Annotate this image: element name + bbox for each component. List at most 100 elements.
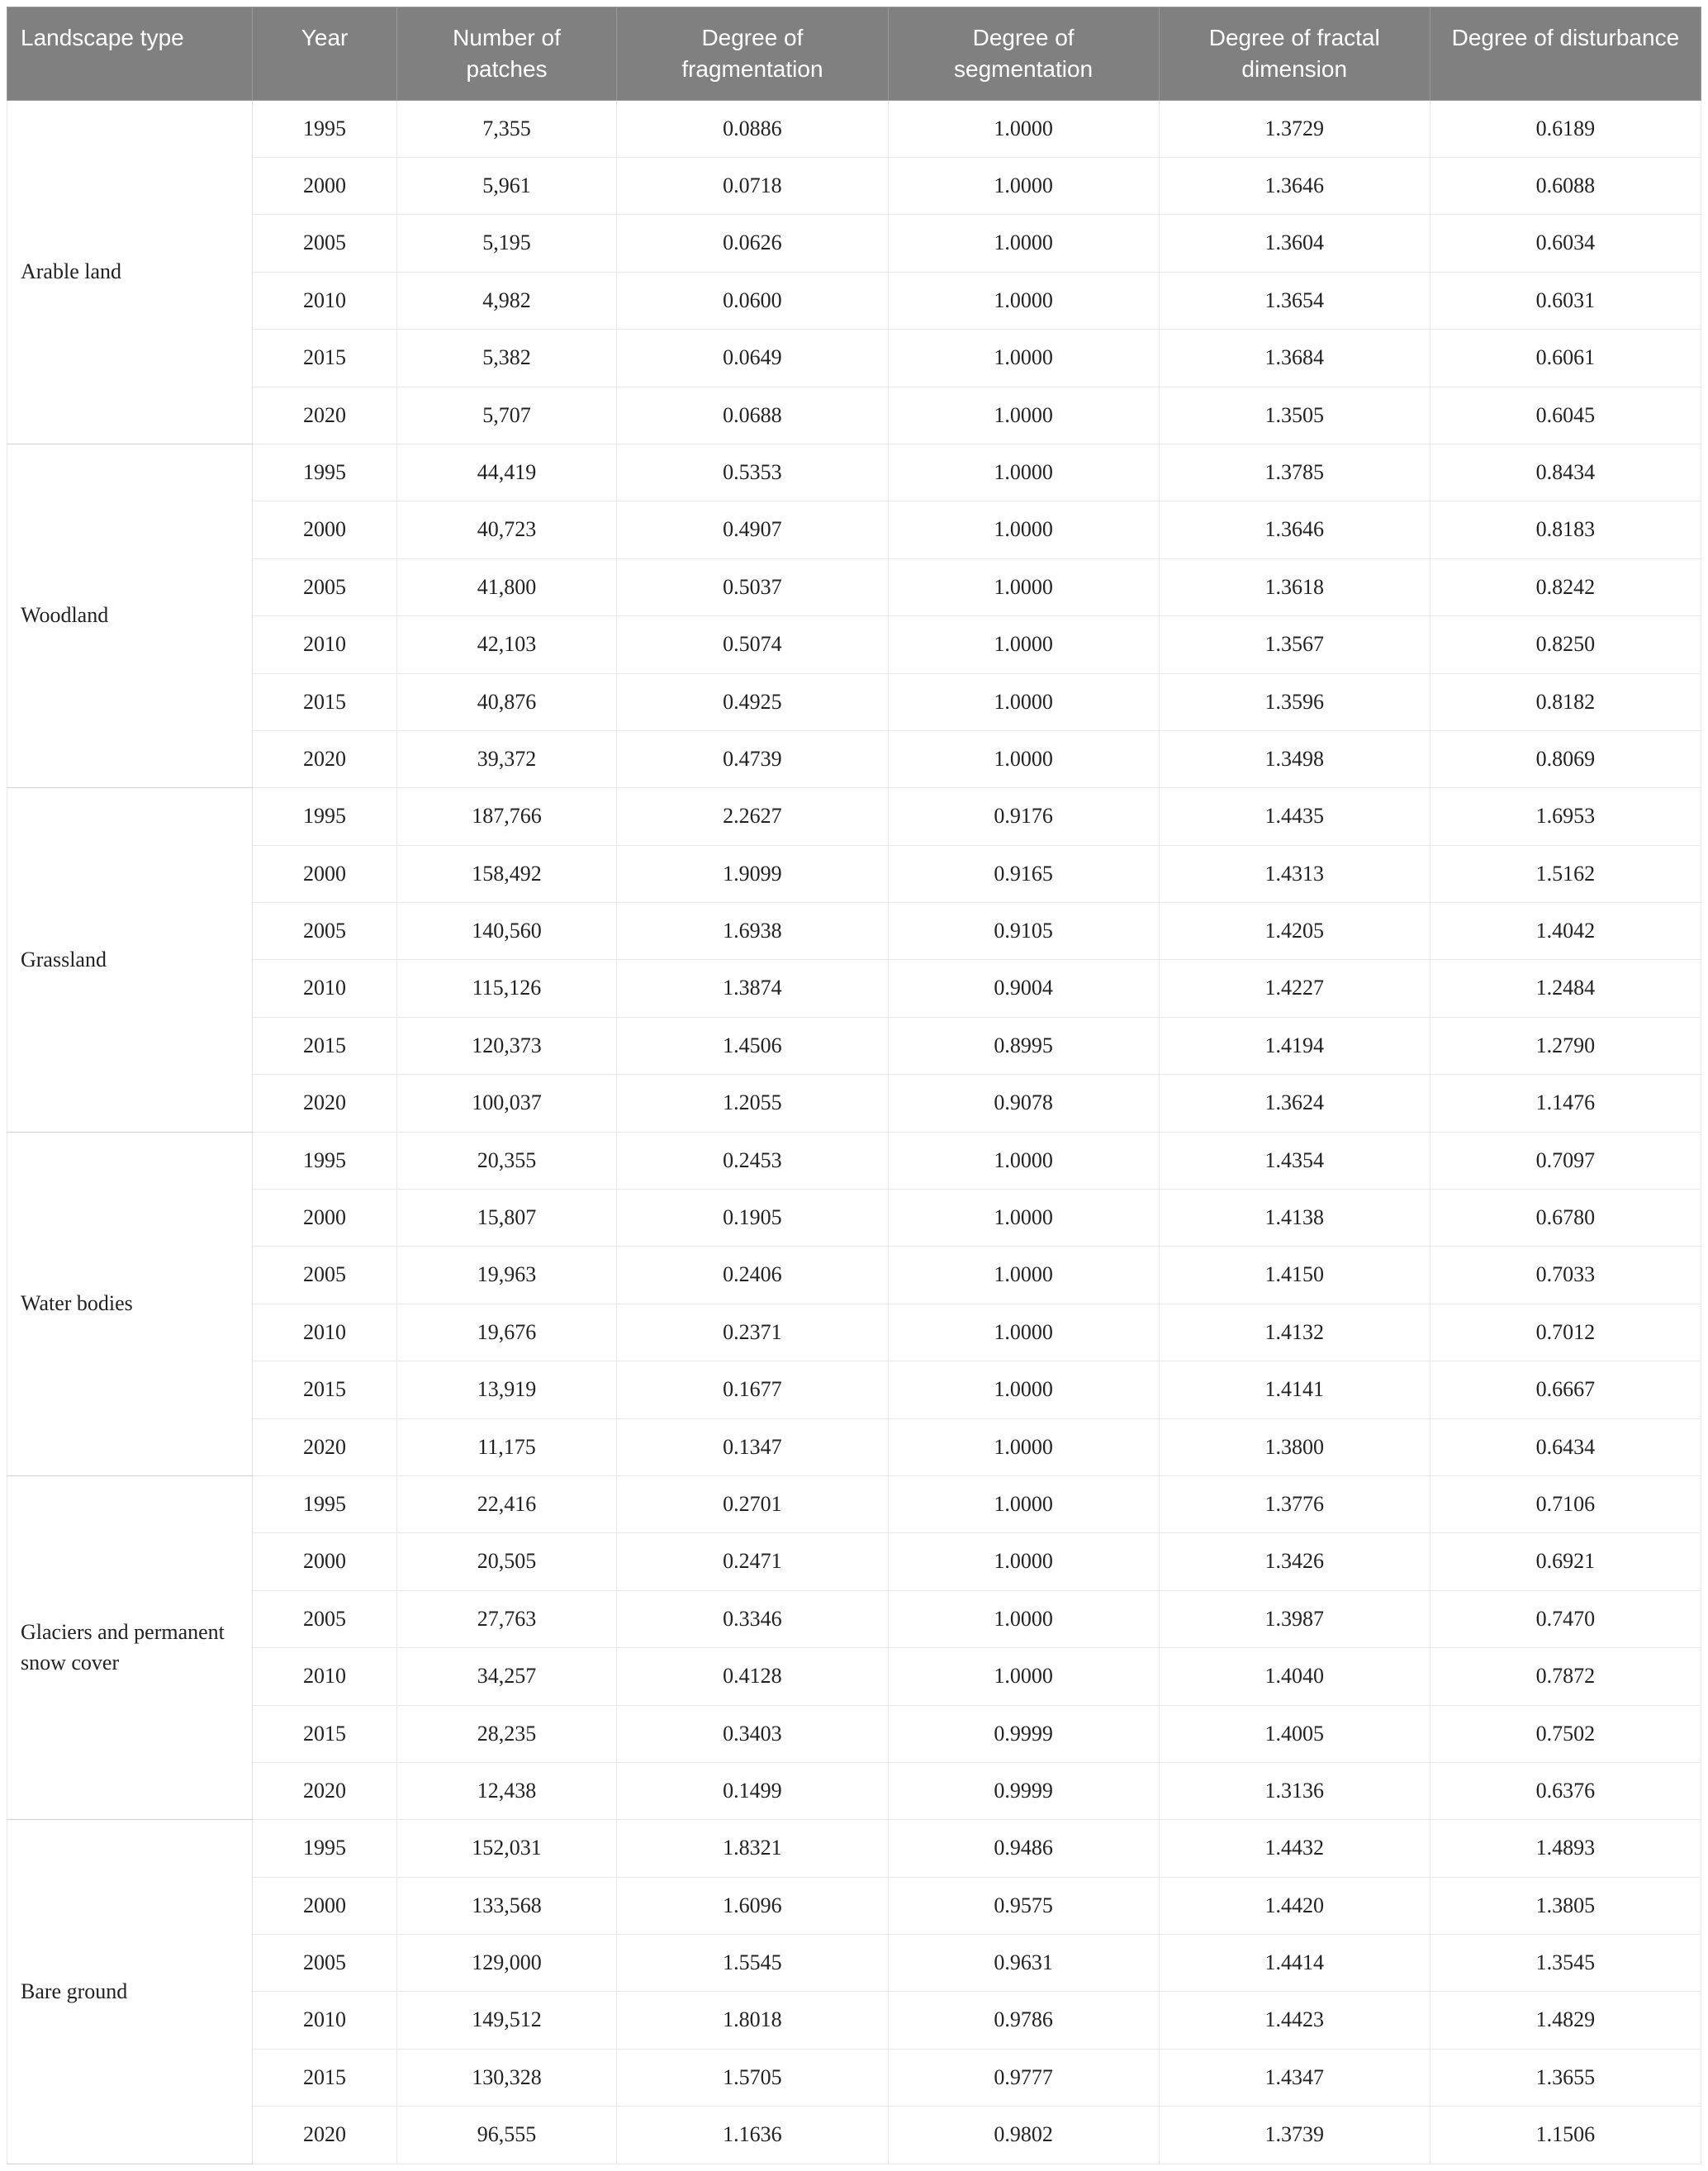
cell-year: 1995	[253, 1820, 396, 1877]
table-group: Bare ground1995152,0311.83210.94861.4432…	[7, 1820, 1701, 2164]
cell-year: 2015	[253, 673, 396, 730]
cell-seg: 0.9176	[888, 788, 1159, 845]
cell-year: 2020	[253, 730, 396, 787]
cell-patches: 13,919	[396, 1361, 617, 1418]
cell-patches: 39,372	[396, 730, 617, 787]
cell-seg: 0.9165	[888, 845, 1159, 902]
cell-frag: 0.1677	[617, 1361, 888, 1418]
cell-frag: 0.1347	[617, 1418, 888, 1475]
cell-year: 2005	[253, 215, 396, 272]
table-row: 2005140,5601.69380.91051.42051.4042	[7, 903, 1701, 960]
cell-patches: 34,257	[396, 1648, 617, 1705]
cell-seg: 0.9786	[888, 1992, 1159, 2049]
cell-year: 2010	[253, 1992, 396, 2049]
cell-patches: 5,961	[396, 157, 617, 214]
cell-seg: 0.9078	[888, 1075, 1159, 1132]
cell-frag: 0.5074	[617, 616, 888, 673]
cell-patches: 187,766	[396, 788, 617, 845]
table-row: 202039,3720.47391.00001.34980.8069	[7, 730, 1701, 787]
cell-frag: 1.5705	[617, 2049, 888, 2106]
cell-seg: 1.0000	[888, 501, 1159, 558]
cell-frag: 0.5037	[617, 558, 888, 615]
cell-fractal: 1.4347	[1159, 2049, 1430, 2106]
table-row: 201019,6760.23711.00001.41320.7012	[7, 1304, 1701, 1361]
cell-seg: 1.0000	[888, 444, 1159, 501]
cell-disturb: 1.2790	[1430, 1017, 1701, 1074]
cell-seg: 1.0000	[888, 387, 1159, 444]
cell-seg: 1.0000	[888, 1590, 1159, 1647]
cell-year: 2020	[253, 387, 396, 444]
cell-year: 2015	[253, 1705, 396, 1762]
cell-frag: 0.2453	[617, 1132, 888, 1189]
cell-year: 2005	[253, 1247, 396, 1304]
cell-seg: 1.0000	[888, 100, 1159, 157]
cell-seg: 1.0000	[888, 272, 1159, 329]
cell-disturb: 1.3655	[1430, 2049, 1701, 2106]
cell-disturb: 0.6034	[1430, 215, 1701, 272]
cell-year: 1995	[253, 100, 396, 157]
cell-fractal: 1.3785	[1159, 444, 1430, 501]
cell-seg: 1.0000	[888, 1475, 1159, 1532]
cell-disturb: 0.6045	[1430, 387, 1701, 444]
table-row: Glaciers and permanent snow cover199522,…	[7, 1475, 1701, 1532]
cell-patches: 20,505	[396, 1533, 617, 1590]
landscape-type-cell: Glaciers and permanent snow cover	[7, 1475, 253, 1819]
table-group: Woodland199544,4190.53531.00001.37850.84…	[7, 444, 1701, 787]
table-row: 2010149,5121.80180.97861.44231.4829	[7, 1992, 1701, 2049]
col-header-patches: Number of patches	[396, 7, 617, 101]
table-row: 2015120,3731.45060.89951.41941.2790	[7, 1017, 1701, 1074]
cell-patches: 11,175	[396, 1418, 617, 1475]
table-row: 202096,5551.16360.98021.37391.1506	[7, 2107, 1701, 2164]
cell-seg: 1.0000	[888, 1361, 1159, 1418]
cell-patches: 129,000	[396, 1935, 617, 1992]
cell-year: 2005	[253, 1590, 396, 1647]
cell-disturb: 0.6088	[1430, 157, 1701, 214]
table-row: 2010115,1261.38740.90041.42271.2484	[7, 960, 1701, 1017]
cell-frag: 1.9099	[617, 845, 888, 902]
cell-patches: 27,763	[396, 1590, 617, 1647]
cell-patches: 42,103	[396, 616, 617, 673]
cell-fractal: 1.3776	[1159, 1475, 1430, 1532]
cell-fractal: 1.4432	[1159, 1820, 1430, 1877]
cell-patches: 5,707	[396, 387, 617, 444]
cell-seg: 0.9999	[888, 1705, 1159, 1762]
table-row: 202011,1750.13471.00001.38000.6434	[7, 1418, 1701, 1475]
cell-fractal: 1.3654	[1159, 272, 1430, 329]
cell-seg: 0.9004	[888, 960, 1159, 1017]
cell-fractal: 1.3505	[1159, 387, 1430, 444]
cell-patches: 40,876	[396, 673, 617, 730]
cell-disturb: 0.8182	[1430, 673, 1701, 730]
cell-year: 2010	[253, 960, 396, 1017]
cell-fractal: 1.4435	[1159, 788, 1430, 845]
table-group: Grassland1995187,7662.26270.91761.44351.…	[7, 788, 1701, 1132]
table-row: 20005,9610.07181.00001.36460.6088	[7, 157, 1701, 214]
cell-frag: 0.0718	[617, 157, 888, 214]
cell-fractal: 1.3987	[1159, 1590, 1430, 1647]
cell-frag: 1.3874	[617, 960, 888, 1017]
cell-frag: 0.1905	[617, 1190, 888, 1247]
table-row: 2005129,0001.55450.96311.44141.3545	[7, 1935, 1701, 1992]
cell-disturb: 0.6780	[1430, 1190, 1701, 1247]
cell-disturb: 0.7106	[1430, 1475, 1701, 1532]
cell-fractal: 1.3618	[1159, 558, 1430, 615]
table-row: Woodland199544,4190.53531.00001.37850.84…	[7, 444, 1701, 501]
cell-disturb: 0.6434	[1430, 1418, 1701, 1475]
col-header-disturb: Degree of disturbance	[1430, 7, 1701, 101]
cell-disturb: 0.7872	[1430, 1648, 1701, 1705]
cell-patches: 40,723	[396, 501, 617, 558]
landscape-type-cell: Bare ground	[7, 1820, 253, 2164]
cell-patches: 133,568	[396, 1877, 617, 1934]
cell-frag: 0.2701	[617, 1475, 888, 1532]
cell-frag: 0.3346	[617, 1590, 888, 1647]
cell-patches: 149,512	[396, 1992, 617, 2049]
cell-fractal: 1.4354	[1159, 1132, 1430, 1189]
cell-fractal: 1.3646	[1159, 501, 1430, 558]
cell-frag: 0.0886	[617, 100, 888, 157]
cell-disturb: 0.6376	[1430, 1762, 1701, 1819]
cell-seg: 1.0000	[888, 215, 1159, 272]
cell-fractal: 1.3646	[1159, 157, 1430, 214]
cell-disturb: 0.6189	[1430, 100, 1701, 157]
cell-fractal: 1.3426	[1159, 1533, 1430, 1590]
landscape-type-cell: Woodland	[7, 444, 253, 787]
cell-disturb: 0.8242	[1430, 558, 1701, 615]
